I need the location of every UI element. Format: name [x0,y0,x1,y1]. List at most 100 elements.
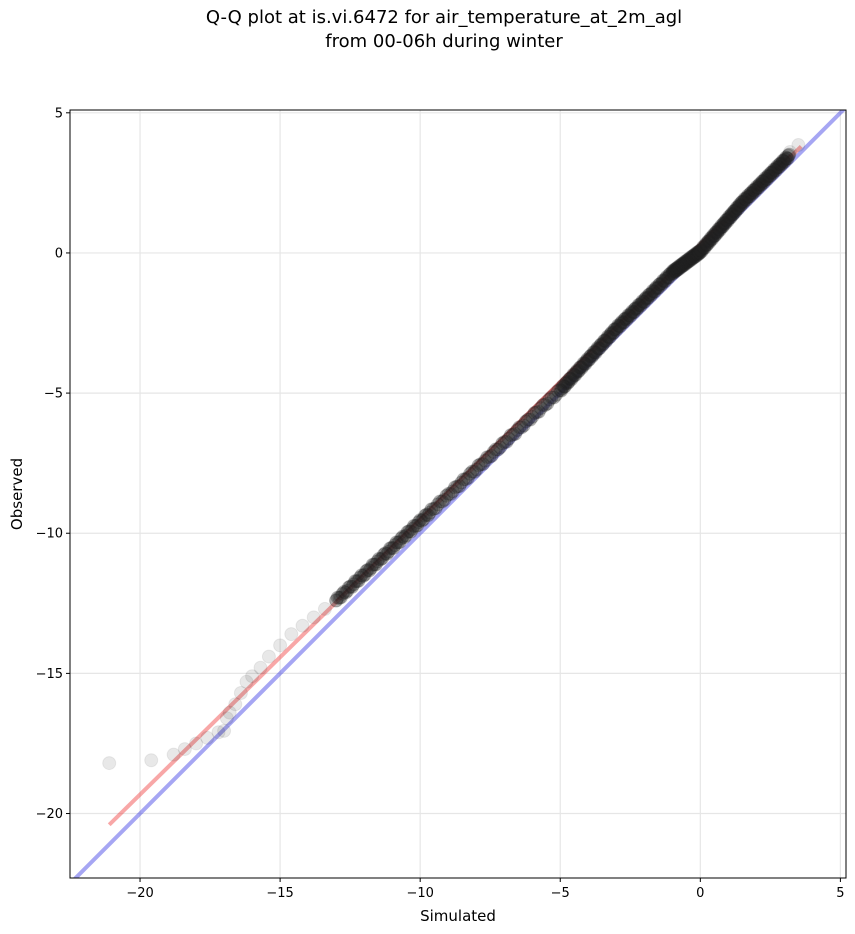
data-point [501,431,516,446]
data-point [625,304,640,319]
data-point [602,330,617,345]
data-point [566,367,581,382]
data-point [721,211,736,226]
data-point [613,316,628,331]
data-point [724,206,739,221]
data-point [365,557,380,572]
data-point [744,187,759,202]
data-point [720,214,735,229]
data-point [341,580,356,595]
data-point [688,247,703,262]
data-point [428,501,443,516]
x-tick-label: −5 [551,886,570,901]
data-point [779,150,794,165]
data-point [669,261,684,276]
data-point [628,301,643,316]
data-point [435,494,450,509]
data-point [712,223,727,238]
data-point [553,383,568,398]
data-point [631,297,646,312]
data-point [650,281,665,296]
data-point [745,185,760,200]
data-point [751,180,766,195]
data-point [638,291,653,306]
data-point [705,229,720,244]
data-point [709,224,724,239]
data-point [529,405,544,420]
data-point [676,256,691,271]
data-point [756,175,771,190]
data-point [284,627,299,642]
data-point [671,260,686,275]
data-point [757,173,772,188]
data-point [525,409,540,424]
data-point [594,337,609,352]
data-point [616,315,631,330]
data-point [655,276,670,291]
data-point [668,264,683,279]
data-point [586,344,601,359]
data-point [592,341,607,356]
data-point [748,181,763,196]
data-points [102,138,806,771]
data-point [567,368,582,383]
data-point [493,440,508,455]
data-point [679,254,694,269]
data-point [689,247,704,262]
data-point [499,434,514,449]
data-point [627,305,642,320]
data-point [668,263,683,278]
data-point [765,166,780,181]
data-point [780,151,795,166]
data-point [733,198,748,213]
data-point [747,183,762,198]
data-point [686,248,701,263]
data-point [641,287,656,302]
data-point [714,218,729,233]
data-point [629,302,644,317]
data-point [506,427,521,442]
data-point [595,338,610,353]
data-point [521,412,536,427]
grid [70,110,846,878]
data-point [772,157,787,172]
data-point [478,453,493,468]
data-point [306,610,321,625]
data-point [367,557,382,572]
data-point [739,192,754,207]
data-point [722,210,737,225]
data-point [443,486,458,501]
data-point [740,190,755,205]
data-point [758,171,773,186]
data-point [633,298,648,313]
data-point [583,349,598,364]
data-point [674,257,689,272]
data-point [619,312,634,327]
data-point [726,204,741,219]
data-point [766,164,781,179]
data-point [673,259,688,274]
data-point [571,363,586,378]
data-point [548,387,563,402]
data-point [658,271,673,286]
data-point [728,204,743,219]
data-point [690,247,705,262]
data-point [719,213,734,228]
y-tick-label: 0 [55,246,63,261]
data-point [667,262,682,277]
data-point [767,162,782,177]
data-point [696,240,711,255]
data-point [695,242,710,257]
data-point [568,368,583,383]
data-point [652,277,667,292]
y-tick-label: −15 [36,667,63,682]
data-point [727,203,742,218]
data-point [579,354,594,369]
data-point [332,590,347,605]
data-point [782,147,797,162]
data-point [609,322,624,337]
data-point [590,340,605,355]
data-point [646,284,661,299]
data-point [670,260,685,275]
data-point [648,281,663,296]
